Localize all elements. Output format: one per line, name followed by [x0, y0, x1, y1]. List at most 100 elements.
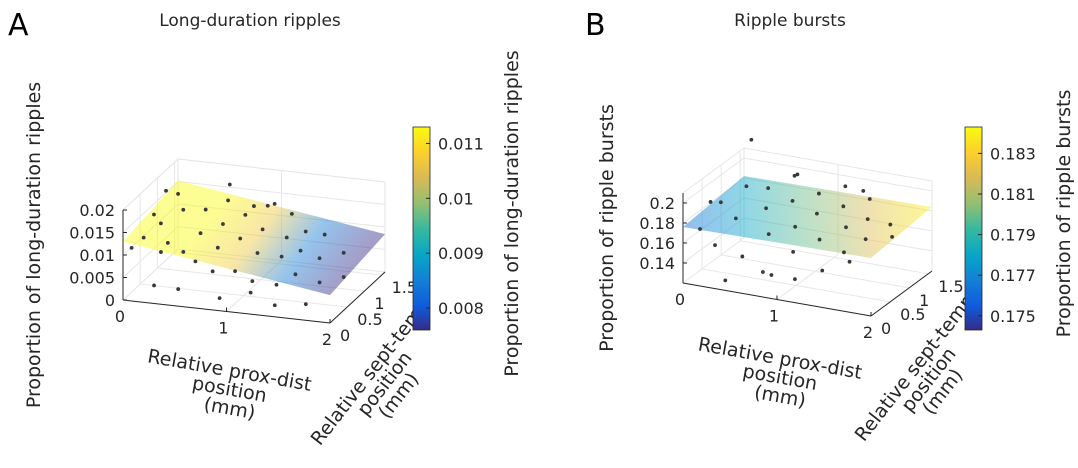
colorbar-tick-label: 0.008	[438, 299, 484, 318]
data-point	[298, 248, 303, 253]
data-point	[890, 234, 894, 239]
y-tick-label: 1	[374, 294, 384, 313]
data-point	[193, 259, 198, 264]
colorbar-a: 0.008 0.009 0.01 0.011 Proportion of long-du…	[412, 50, 523, 377]
data-point	[293, 272, 298, 277]
y-tick-label: 0.5	[900, 305, 925, 324]
data-point	[749, 137, 754, 142]
data-point	[795, 172, 800, 177]
data-point	[317, 280, 322, 285]
colorbar-tick-label: 0.011	[438, 134, 484, 153]
data-point	[250, 279, 255, 284]
data-point	[793, 277, 797, 282]
box-edge	[122, 158, 179, 211]
data-points-b	[698, 137, 894, 283]
data-point	[744, 184, 749, 189]
z-tick-label: 0.18	[639, 214, 675, 233]
colorbar-tick-label: 0.179	[990, 226, 1036, 245]
data-point	[210, 269, 215, 274]
fitted-plane-a	[123, 180, 385, 296]
data-point	[764, 206, 768, 211]
data-point	[141, 235, 146, 240]
data-point	[766, 186, 771, 191]
floor-grid-x	[682, 237, 745, 284]
data-point	[159, 250, 163, 254]
data-point	[723, 278, 728, 283]
data-point	[844, 225, 848, 230]
data-point	[322, 232, 327, 237]
data-point	[317, 256, 322, 261]
data-point	[164, 188, 168, 193]
z-axis-label: Proportion of ripple bursts	[596, 104, 618, 352]
data-point	[740, 254, 745, 259]
data-point	[181, 207, 186, 212]
data-point	[272, 303, 277, 308]
data-point	[865, 217, 870, 221]
colorbar-tick-label: 0.009	[438, 244, 484, 263]
z-tick-label: 0.14	[639, 254, 675, 273]
y-tick-label: 0	[340, 326, 350, 345]
data-point	[698, 227, 702, 231]
y-tick-label: 0.5	[357, 310, 382, 329]
data-point	[815, 211, 819, 216]
data-point	[708, 200, 713, 204]
colorbar-label: Proportion of long-duration ripples	[501, 50, 523, 376]
data-point	[867, 197, 872, 201]
data-point	[217, 296, 222, 301]
floor-grid-x	[776, 254, 839, 300]
data-point	[284, 235, 289, 240]
data-point	[279, 254, 284, 259]
data-point	[817, 191, 821, 196]
data-point	[238, 236, 243, 241]
data-point	[817, 237, 822, 242]
data-point	[265, 203, 270, 208]
x-tick-label: 2	[322, 330, 332, 349]
data-point	[289, 211, 294, 216]
colorbar-tick-label: 0.177	[990, 266, 1036, 285]
data-point	[341, 275, 346, 279]
data-point	[713, 243, 717, 248]
y-axis-line	[870, 270, 933, 317]
data-point	[341, 250, 346, 255]
data-point	[791, 249, 796, 254]
data-point	[243, 213, 248, 217]
colorbar-label: Proportion of ripple bursts	[1053, 90, 1075, 338]
data-point	[766, 232, 771, 237]
z-tick-label: 0.005	[69, 269, 115, 288]
data-point	[820, 268, 825, 273]
data-point	[221, 222, 225, 226]
data-point	[769, 273, 774, 277]
data-point	[303, 229, 308, 234]
data-point	[847, 259, 852, 264]
data-point	[152, 212, 156, 217]
colorbar-tick-label: 0.183	[990, 144, 1036, 163]
data-point	[274, 282, 279, 287]
z-tick-label: 0.16	[639, 234, 675, 253]
data-point	[733, 216, 738, 221]
axes-b: 012 00.511.50.140.160.180.2	[639, 193, 964, 342]
data-point	[165, 241, 170, 245]
data-point	[233, 269, 237, 274]
data-point	[227, 182, 232, 187]
data-point	[260, 227, 265, 232]
y-tick-label: 0	[881, 319, 891, 338]
colorbar-gradient	[412, 126, 431, 331]
y-tick-label: 1	[919, 291, 929, 310]
data-point	[181, 250, 186, 254]
data-point	[718, 200, 723, 205]
data-point	[152, 283, 156, 288]
data-point	[843, 184, 848, 189]
colorbar-tick-label: 0.181	[990, 185, 1036, 204]
chart-title-a: Long-duration ripples	[159, 11, 341, 31]
panel-letter-a: A	[8, 8, 29, 43]
data-point	[252, 204, 256, 208]
box-edge	[743, 147, 933, 182]
z-tick-label: 0.01	[79, 246, 115, 265]
fitted-plane-b	[683, 176, 932, 258]
